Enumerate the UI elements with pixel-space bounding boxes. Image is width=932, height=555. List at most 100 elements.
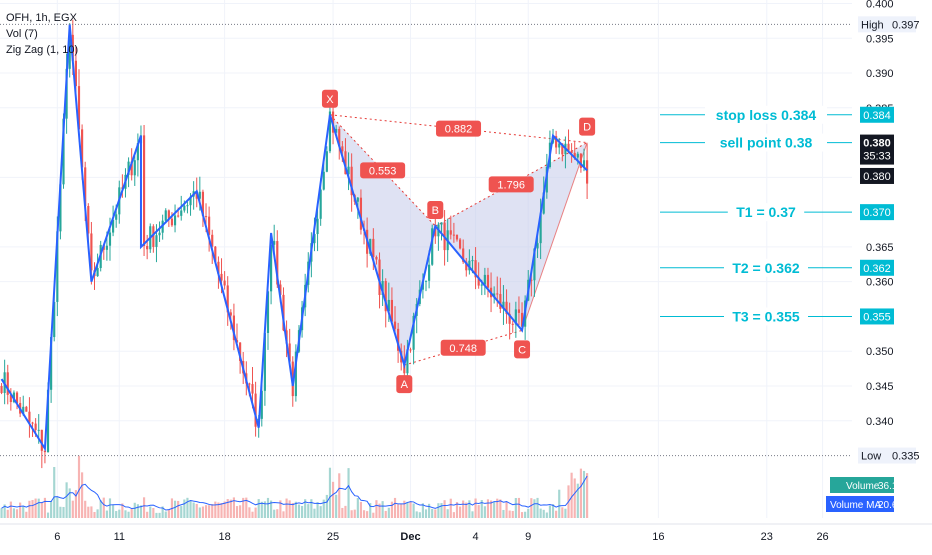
volume-bar	[570, 472, 573, 518]
candle-body	[87, 206, 90, 234]
candle-body	[530, 279, 533, 281]
volume-bar	[3, 504, 6, 518]
candle-body	[239, 342, 242, 361]
volume-bar	[524, 511, 527, 518]
candle-body	[183, 205, 186, 211]
high-tag-bg	[858, 16, 916, 33]
candle-body	[22, 406, 25, 414]
candle-body	[486, 274, 490, 288]
volume-bar	[285, 498, 288, 518]
level-price-tag-bg	[860, 204, 894, 221]
volume-bar	[282, 511, 285, 518]
time-tick-label: 9	[525, 531, 531, 543]
low-tag-bg	[858, 447, 916, 464]
candle-body	[62, 118, 65, 185]
volume-bar	[313, 508, 316, 518]
candle-body	[127, 161, 130, 175]
current-price-value: 0.380	[863, 138, 891, 150]
point-badge-text: B	[432, 205, 439, 217]
time-tick-label: 16	[652, 531, 664, 543]
volume-bar	[15, 509, 19, 518]
candle-body	[34, 423, 37, 430]
candle-body	[316, 218, 319, 235]
candle-body	[217, 261, 220, 274]
current-price-bg	[860, 134, 894, 165]
target-levels: stop loss 0.384 sell point 0.38 T1 = 0.37 T…	[660, 105, 852, 326]
volume-bar	[270, 500, 273, 518]
volume-bar	[480, 499, 483, 518]
volume-bar	[582, 470, 586, 518]
volume-tag-bg	[830, 477, 894, 493]
volume-bar	[167, 509, 170, 518]
candle-body	[350, 166, 353, 196]
volume-bar	[245, 497, 248, 518]
volume-bar	[121, 503, 124, 518]
level-price-tag-text: 0.370	[863, 207, 891, 219]
volume-bar	[397, 504, 400, 518]
symbol-label[interactable]: OFH, 1h, EGX	[6, 12, 77, 24]
candle-body	[570, 150, 573, 153]
volume-bar	[294, 501, 297, 518]
extra-price-value: 0.380	[863, 171, 891, 183]
candle-body	[369, 238, 372, 254]
candle-body	[428, 264, 431, 281]
volume-bar	[471, 511, 474, 518]
price-tick-label: 0.345	[866, 381, 894, 393]
candle-body	[533, 248, 536, 281]
candle-body	[508, 313, 511, 324]
volume-bar	[400, 503, 403, 518]
volume-bar	[189, 500, 192, 518]
volume-bar	[533, 499, 536, 518]
volume-bar	[248, 507, 251, 518]
price-tick-label: 0.365	[866, 242, 894, 254]
level-text: T1 = 0.37	[736, 204, 796, 220]
volume-bar	[424, 509, 428, 518]
candle-body	[397, 328, 400, 351]
volume-bar	[239, 505, 242, 518]
volume-bar	[347, 468, 350, 518]
volume-bar	[415, 511, 418, 518]
point-badge-bg	[579, 117, 596, 136]
volume-bar	[502, 509, 505, 518]
volume-bar	[440, 503, 443, 518]
extra-price-bg	[860, 167, 894, 184]
candle-body	[276, 241, 279, 285]
volume-bar	[155, 512, 158, 518]
volume-bar	[74, 490, 77, 518]
point-badge-text: D	[583, 122, 591, 134]
candle-body	[173, 215, 177, 226]
volume-bar	[130, 508, 133, 518]
volume-bar	[77, 455, 81, 518]
volume-bar	[251, 511, 254, 518]
volume-bar	[359, 501, 363, 518]
level-price-tag: 0.362	[860, 259, 894, 276]
volume-bar	[403, 500, 406, 518]
candle-body	[254, 393, 257, 427]
volume-bar	[133, 502, 136, 518]
volume-bar	[146, 511, 149, 518]
volume-bar	[527, 508, 530, 518]
volume-bar	[564, 508, 567, 518]
volume-bar	[307, 504, 310, 518]
time-tick-label: 23	[761, 531, 773, 543]
candle-body	[115, 214, 118, 220]
candle-body	[542, 192, 545, 214]
candle-body	[56, 231, 59, 302]
volume-bar	[409, 501, 412, 518]
volume-indicator-label[interactable]: Vol (7)	[6, 28, 38, 40]
volume-bar	[520, 512, 524, 518]
volume-bar	[434, 509, 437, 518]
zigzag-indicator-label[interactable]: Zig Zag (1, 10)	[6, 44, 79, 56]
candle-body	[59, 184, 62, 232]
candle-body	[344, 151, 347, 175]
candle-body	[409, 349, 412, 351]
volume-bar	[105, 510, 108, 518]
volume-bar	[40, 502, 43, 518]
volume-bar	[428, 503, 431, 518]
candle-body	[167, 210, 170, 219]
volume-bar	[548, 505, 552, 518]
level-text: T2 = 0.362	[732, 260, 800, 276]
